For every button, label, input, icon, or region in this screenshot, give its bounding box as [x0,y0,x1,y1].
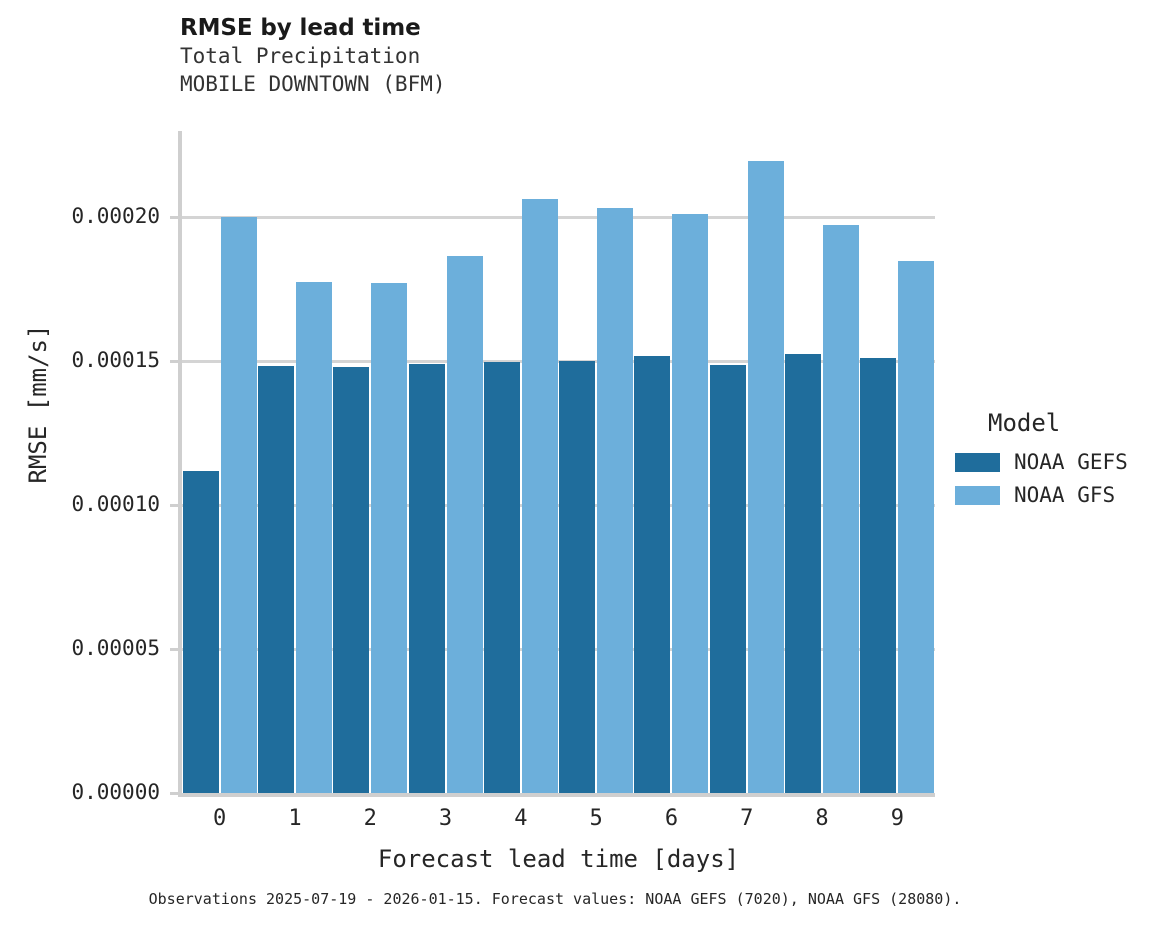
x-axis-spine [178,793,935,797]
bar-noaa-gefs-lead-5[interactable] [559,360,596,793]
y-tick-mark [170,792,178,795]
y-tick-mark [170,648,178,652]
x-tick-label: 1 [288,806,302,831]
x-tick-label: 6 [664,806,679,831]
x-tick-label: 7 [740,806,754,831]
gridline [182,360,935,364]
bar-noaa-gefs-lead-4[interactable] [483,362,520,793]
bar-noaa-gefs-lead-2[interactable] [333,367,370,793]
bar-noaa-gfs-lead-7[interactable] [747,161,784,793]
bar-noaa-gefs-lead-9[interactable] [860,358,897,793]
bar-noaa-gefs-lead-6[interactable] [634,355,671,793]
gridline [182,216,935,220]
bar-noaa-gfs-lead-4[interactable] [521,198,558,793]
bar-noaa-gefs-lead-0[interactable] [182,470,219,793]
bar-noaa-gefs-lead-1[interactable] [257,366,294,793]
bar-noaa-gefs-lead-8[interactable] [785,354,822,793]
y-axis-title: RMSE [mm/s] [24,324,52,484]
legend-label: NOAA GEFS [1014,450,1128,474]
y-tick-mark [170,360,178,364]
x-axis-title: Forecast lead time [days] [377,845,740,873]
y-tick-label: 0.00000 [71,780,160,804]
x-tick-label: 5 [589,806,603,831]
y-axis-spine [178,131,182,793]
bar-noaa-gfs-lead-1[interactable] [295,282,332,793]
y-tick-label: 0.00020 [71,204,160,229]
x-tick-label: 8 [815,806,829,831]
legend-swatch-icon [955,486,1000,505]
y-tick-mark [170,504,178,508]
plot-area [182,131,935,793]
bar-noaa-gfs-lead-2[interactable] [371,283,408,793]
x-tick-label: 2 [363,806,377,831]
bar-noaa-gfs-lead-3[interactable] [446,255,483,793]
gridline [182,504,935,508]
y-tick-label: 0.00015 [71,348,160,373]
x-tick-label: 3 [438,806,453,831]
legend-item-noaa-gfs[interactable]: NOAA GFS [955,479,1170,512]
bar-noaa-gefs-lead-3[interactable] [408,363,445,793]
bar-noaa-gfs-lead-5[interactable] [597,208,634,793]
legend: Model NOAA GEFS NOAA GFS [955,408,1170,512]
gridline [182,648,935,652]
x-tick-label: 4 [514,806,528,831]
chart-subtitle-station: MOBILE DOWNTOWN (BFM) [180,72,446,96]
chart-subtitle-variable: Total Precipitation [180,44,421,68]
legend-title: Model [988,409,1061,437]
legend-swatch-icon [955,453,1000,472]
bar-noaa-gfs-lead-8[interactable] [823,224,860,793]
x-tick-label: 0 [213,806,227,831]
bar-noaa-gfs-lead-9[interactable] [898,261,935,793]
bar-noaa-gfs-lead-6[interactable] [672,214,709,793]
chart-caption: Observations 2025-07-19 - 2026-01-15. Fo… [148,890,962,908]
bar-noaa-gefs-lead-7[interactable] [709,364,746,793]
y-tick-label: 0.00005 [71,636,160,661]
bar-noaa-gfs-lead-0[interactable] [220,217,257,793]
legend-entries: NOAA GEFS NOAA GFS [955,446,1170,512]
chart-header: RMSE by lead time Total Precipitation MO… [180,14,940,98]
legend-label: NOAA GFS [1014,483,1116,507]
chart-title: RMSE by lead time [180,15,421,41]
y-tick-mark [170,216,178,220]
y-tick-label: 0.00010 [71,492,160,517]
legend-item-noaa-gefs[interactable]: NOAA GEFS [955,446,1170,479]
x-tick-label: 9 [890,806,904,831]
